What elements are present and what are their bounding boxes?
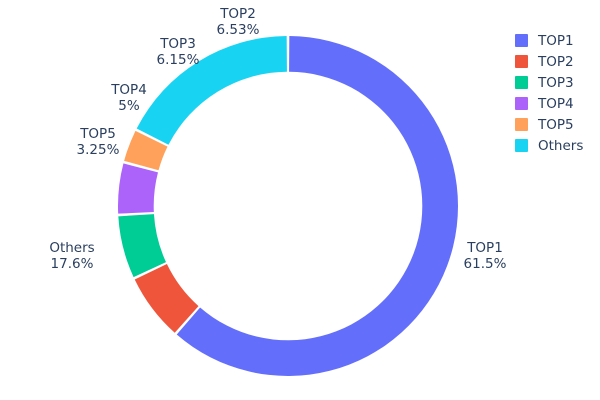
slice-label-top3-name: TOP3 (160, 36, 196, 52)
slice-label-top4-name: TOP4 (111, 82, 147, 98)
donut-slice-others[interactable] (136, 36, 287, 145)
legend-swatch-icon (515, 34, 528, 47)
slice-label-top4-percent: 5% (118, 98, 140, 114)
slice-label-others: Others 17.6% (17, 240, 127, 272)
legend-item-top1[interactable]: TOP1 (515, 30, 595, 51)
slice-label-others-name: Others (49, 240, 95, 256)
slice-label-top2-percent: 6.53% (216, 22, 260, 38)
legend-item-top2[interactable]: TOP2 (515, 51, 595, 72)
donut-slices (118, 36, 458, 376)
legend-item-label: TOP3 (538, 74, 574, 91)
slice-label-top1: TOP1 61.5% (440, 240, 530, 272)
slice-label-top1-name: TOP1 (467, 240, 503, 256)
legend-swatch-icon (515, 55, 528, 68)
donut-slice-top5[interactable] (124, 130, 168, 171)
slice-label-top3-percent: 6.15% (156, 52, 200, 68)
legend-item-top4[interactable]: TOP4 (515, 93, 595, 114)
donut-slice-top3[interactable] (118, 214, 167, 278)
legend-swatch-icon (515, 76, 528, 89)
legend-swatch-icon (515, 97, 528, 110)
donut-slice-top4[interactable] (118, 163, 158, 214)
slice-label-top5-percent: 3.25% (76, 142, 120, 158)
slice-label-top2: TOP2 6.53% (178, 6, 298, 38)
legend-item-others[interactable]: Others (515, 135, 595, 156)
donut-slice-top2[interactable] (134, 264, 199, 333)
slice-label-others-percent: 17.6% (50, 256, 94, 272)
slice-label-top4: TOP4 5% (74, 82, 184, 114)
legend-swatch-icon (515, 118, 528, 131)
slice-label-top5-name: TOP5 (80, 126, 116, 142)
slice-label-top1-percent: 61.5% (463, 256, 507, 272)
legend-item-label: TOP1 (538, 32, 574, 49)
slice-label-top2-name: TOP2 (220, 6, 256, 22)
legend-item-label: TOP2 (538, 53, 574, 70)
legend-item-top5[interactable]: TOP5 (515, 114, 595, 135)
legend-item-label: TOP5 (538, 116, 574, 133)
donut-slice-top1[interactable] (176, 36, 458, 376)
slice-label-top3: TOP3 6.15% (118, 36, 238, 68)
legend-item-label: TOP4 (538, 95, 574, 112)
legend-swatch-icon (515, 139, 528, 152)
slice-label-top5: TOP5 3.25% (43, 126, 153, 158)
legend-item-label: Others (538, 137, 584, 154)
legend-item-top3[interactable]: TOP3 (515, 72, 595, 93)
chart-legend: TOP1 TOP2 TOP3 TOP4 TOP5 Others (515, 30, 595, 156)
